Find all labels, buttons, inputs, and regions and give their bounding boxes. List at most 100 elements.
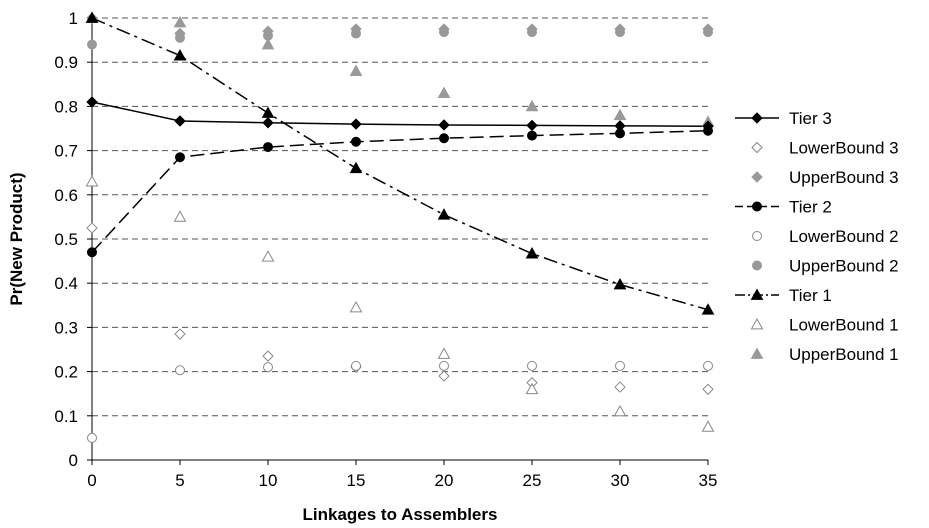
legend-marker	[750, 288, 764, 300]
x-tick-label: 15	[347, 471, 366, 490]
x-axis-title: Linkages to Assemblers	[303, 505, 498, 524]
point-lowerbound-1	[525, 382, 539, 395]
y-tick-label: 0.4	[54, 274, 78, 293]
point-lowerbound-2	[87, 432, 97, 443]
legend-label: LowerBound 2	[789, 227, 899, 246]
point-tier-1	[613, 277, 627, 290]
y-tick-labels: 0 0.1 0.2 0.3 0.4 0.5 0.6 0.7 0.8 0.9 1	[54, 9, 78, 470]
point-upperbound-2	[351, 28, 361, 39]
point-lowerbound-2	[439, 360, 449, 371]
point-tier-1	[701, 303, 715, 315]
y-tick-label: 0.9	[54, 53, 78, 72]
x-tick-labels: 0 5 10 15 20 25 30 35	[87, 460, 717, 490]
point-lowerbound-1	[437, 347, 451, 359]
legend-item-lowerbound-2: LowerBound 2	[752, 227, 899, 246]
axes	[91, 18, 708, 461]
point-tier-2	[439, 133, 449, 144]
point-upperbound-2	[87, 39, 97, 50]
legend-label: LowerBound 3	[789, 139, 899, 158]
series-points	[85, 11, 715, 443]
point-upperbound-2	[175, 32, 185, 43]
point-upperbound-1	[261, 37, 275, 50]
point-upperbound-1	[613, 108, 627, 121]
point-tier-2	[351, 136, 361, 147]
legend-marker	[751, 141, 763, 154]
y-tick-label: 0.1	[54, 407, 78, 426]
y-tick-label: 0.7	[54, 142, 78, 161]
x-tick-label: 35	[699, 471, 718, 490]
legend-item-tier-3: Tier 3	[735, 109, 832, 128]
y-tick-label: 0	[69, 451, 78, 470]
point-tier-1	[261, 106, 275, 118]
point-upperbound-2	[703, 27, 713, 38]
point-lowerbound-1	[349, 300, 363, 313]
legend-marker	[752, 231, 762, 241]
legend-label: UpperBound 3	[789, 168, 899, 187]
point-tier-2	[87, 247, 97, 258]
y-tick-label: 1	[69, 9, 78, 28]
point-lowerbound-1	[85, 175, 99, 187]
legend-marker	[752, 201, 762, 212]
legend: Tier 3 LowerBound 3 UpperBound 3 Tier 2 Lowe…	[735, 109, 899, 364]
legend-label: Tier 2	[789, 198, 832, 217]
point-lowerbound-1	[261, 250, 275, 262]
point-tier-3	[438, 119, 450, 131]
point-tier-3	[86, 96, 98, 108]
legend-item-upperbound-1: UpperBound 1	[750, 345, 899, 364]
series-line-tier-3	[91, 101, 709, 128]
point-tier-3	[174, 115, 186, 127]
point-lowerbound-2	[703, 360, 713, 371]
y-tick-label: 0.3	[54, 318, 78, 337]
series-line-tier-1	[91, 17, 709, 311]
point-lowerbound-1	[613, 404, 627, 417]
point-upperbound-1	[173, 15, 187, 28]
point-lowerbound-2	[527, 360, 537, 371]
point-lowerbound-3	[174, 328, 186, 340]
series-line-tier-2	[91, 129, 709, 253]
legend-label: Tier 3	[789, 109, 832, 128]
gridlines	[87, 17, 708, 461]
point-lowerbound-3	[702, 383, 714, 395]
legend-label: Tier 1	[789, 286, 832, 305]
point-upperbound-2	[615, 27, 625, 38]
legend-item-upperbound-2: UpperBound 2	[752, 257, 899, 276]
point-tier-2	[527, 130, 537, 141]
legend-marker	[751, 112, 763, 124]
y-tick-label: 0.8	[54, 97, 78, 116]
point-lowerbound-1	[701, 420, 715, 432]
point-lowerbound-3	[438, 370, 450, 382]
point-tier-3	[350, 118, 362, 130]
legend-label: UpperBound 1	[789, 345, 899, 364]
x-tick-label: 25	[523, 471, 542, 490]
legend-marker	[750, 347, 764, 359]
series-lines	[91, 17, 709, 311]
legend-item-lowerbound-1: LowerBound 1	[750, 316, 899, 335]
x-tick-label: 20	[435, 471, 454, 490]
point-tier-1	[525, 247, 539, 259]
legend-marker	[750, 317, 764, 330]
x-tick-label: 30	[611, 471, 630, 490]
point-tier-1	[173, 49, 187, 61]
legend-item-tier-2: Tier 2	[735, 198, 832, 217]
point-lowerbound-3	[86, 222, 98, 234]
point-tier-2	[703, 125, 713, 136]
point-lowerbound-1	[173, 210, 187, 222]
point-tier-2	[615, 128, 625, 139]
legend-marker	[751, 171, 763, 183]
y-tick-label: 0.6	[54, 186, 78, 205]
x-tick-label: 5	[175, 471, 184, 490]
legend-item-upperbound-3: UpperBound 3	[751, 168, 899, 187]
point-tier-1	[85, 11, 99, 23]
point-upperbound-2	[527, 27, 537, 38]
point-upperbound-2	[439, 27, 449, 38]
y-tick-label: 0.2	[54, 363, 78, 382]
point-tier-2	[175, 152, 185, 163]
point-lowerbound-2	[175, 365, 185, 376]
point-tier-2	[263, 142, 273, 153]
point-tier-1	[437, 208, 451, 220]
legend-marker	[752, 260, 762, 271]
legend-item-lowerbound-3: LowerBound 3	[751, 139, 899, 158]
point-lowerbound-2	[351, 360, 361, 371]
point-lowerbound-2	[263, 362, 273, 373]
